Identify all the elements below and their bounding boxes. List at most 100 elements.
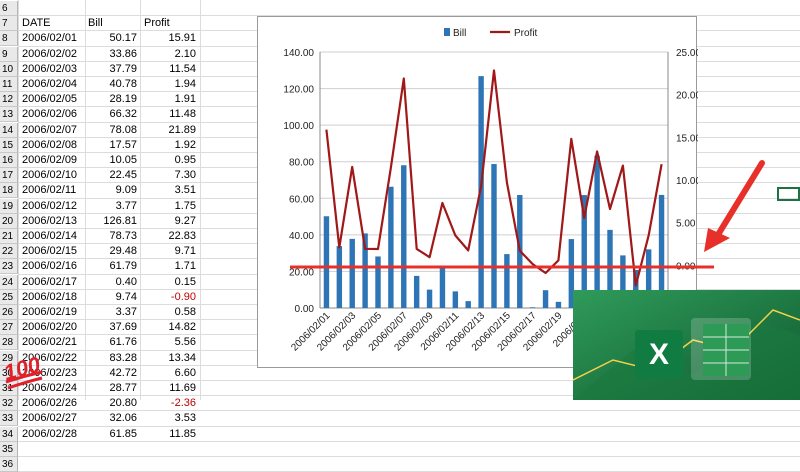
profit-cell[interactable]: 15.91 <box>168 32 196 45</box>
profit-cell[interactable]: 2.10 <box>174 47 196 60</box>
bill-cell[interactable]: 17.57 <box>109 138 137 151</box>
profit-cell[interactable]: 1.94 <box>174 78 196 90</box>
bill-cell[interactable]: 40.78 <box>109 78 137 90</box>
date-cell[interactable]: 2006/02/12 <box>22 199 78 212</box>
date-cell[interactable]: 2006/02/22 <box>22 351 78 364</box>
date-cell[interactable]: 2006/02/17 <box>22 275 78 288</box>
header-profit[interactable]: Profit <box>144 17 170 30</box>
bill-cell[interactable]: 61.79 <box>109 260 137 273</box>
bill-cell[interactable]: 20.80 <box>109 397 137 410</box>
date-cell[interactable]: 2006/02/23 <box>22 366 78 379</box>
profit-cell[interactable]: 0.58 <box>174 306 196 318</box>
profit-cell[interactable]: 21.89 <box>168 123 196 136</box>
bill-cell[interactable]: 33.86 <box>109 47 137 60</box>
bill-cell[interactable]: 32.06 <box>109 412 137 425</box>
profit-cell[interactable]: 22.83 <box>168 230 196 242</box>
date-cell[interactable]: 2006/02/20 <box>22 321 78 334</box>
row-number[interactable]: 32 <box>0 396 18 412</box>
date-cell[interactable]: 2006/02/14 <box>22 230 78 242</box>
profit-cell[interactable]: 1.91 <box>174 93 196 106</box>
row-number[interactable]: 35 <box>0 441 18 457</box>
bill-cell[interactable]: 37.79 <box>109 62 137 75</box>
row-number[interactable]: 27 <box>0 320 18 336</box>
date-cell[interactable]: 2006/02/01 <box>22 32 78 45</box>
bill-cell[interactable]: 3.77 <box>115 199 137 212</box>
row-number[interactable]: 7 <box>0 16 18 32</box>
profit-cell[interactable]: 1.75 <box>174 199 196 212</box>
row-number[interactable]: 12 <box>0 92 18 108</box>
bill-cell[interactable]: 0.40 <box>115 275 137 288</box>
bill-cell[interactable]: 126.81 <box>103 214 137 227</box>
date-cell[interactable]: 2006/02/05 <box>22 93 78 106</box>
row-number[interactable]: 21 <box>0 229 18 244</box>
profit-cell[interactable]: 1.71 <box>174 260 196 273</box>
date-cell[interactable]: 2006/02/24 <box>22 382 78 394</box>
row-number[interactable]: 6 <box>0 1 18 16</box>
row-number[interactable]: 15 <box>0 137 18 153</box>
row-number[interactable]: 17 <box>0 168 18 184</box>
selected-cell[interactable] <box>777 187 800 201</box>
profit-cell[interactable]: 0.95 <box>174 154 196 166</box>
profit-cell[interactable]: 11.54 <box>169 62 196 75</box>
date-cell[interactable]: 2006/02/09 <box>22 154 78 166</box>
bill-cell[interactable]: 28.77 <box>109 382 137 394</box>
date-cell[interactable]: 2006/02/07 <box>22 123 78 136</box>
date-cell[interactable]: 2006/02/16 <box>22 260 78 273</box>
row-number[interactable]: 25 <box>0 289 18 305</box>
date-cell[interactable]: 2006/02/02 <box>22 47 78 60</box>
date-cell[interactable]: 2006/02/03 <box>22 62 78 75</box>
bill-cell[interactable]: 22.45 <box>109 169 137 182</box>
date-cell[interactable]: 2006/02/06 <box>22 108 78 121</box>
row-number[interactable]: 11 <box>0 77 18 92</box>
bill-cell[interactable]: 50.17 <box>109 32 137 45</box>
profit-cell[interactable]: 0.15 <box>174 275 196 288</box>
row-number[interactable]: 14 <box>0 122 18 138</box>
bill-cell[interactable]: 37.69 <box>109 321 137 334</box>
row-number[interactable]: 16 <box>0 153 18 168</box>
row-number[interactable]: 33 <box>0 411 18 427</box>
date-cell[interactable]: 2006/02/28 <box>22 427 78 440</box>
profit-cell[interactable]: 11.69 <box>169 382 196 394</box>
bill-cell[interactable]: 42.72 <box>109 366 137 379</box>
row-number[interactable]: 24 <box>0 274 18 290</box>
profit-cell[interactable]: 7.30 <box>174 169 196 182</box>
header-date[interactable]: DATE <box>22 17 51 30</box>
profit-cell[interactable]: 3.51 <box>174 184 196 197</box>
date-cell[interactable]: 2006/02/04 <box>22 78 78 90</box>
date-cell[interactable]: 2006/02/26 <box>22 397 78 410</box>
row-number[interactable]: 22 <box>0 244 18 260</box>
row-number[interactable]: 34 <box>0 426 18 442</box>
bill-cell[interactable]: 3.37 <box>115 306 137 318</box>
row-number[interactable]: 28 <box>0 335 18 351</box>
row-number[interactable]: 36 <box>0 457 18 472</box>
profit-cell[interactable]: 11.85 <box>169 427 196 440</box>
date-cell[interactable]: 2006/02/08 <box>22 138 78 151</box>
bill-cell[interactable]: 10.05 <box>109 154 137 166</box>
profit-cell[interactable]: -0.90 <box>170 290 196 303</box>
profit-cell[interactable]: 1.92 <box>174 138 196 151</box>
profit-cell[interactable]: 11.48 <box>169 108 196 121</box>
bill-cell[interactable]: 61.85 <box>109 427 137 440</box>
bill-cell[interactable]: 61.76 <box>109 336 137 349</box>
date-cell[interactable]: 2006/02/18 <box>22 290 78 303</box>
bill-cell[interactable]: 28.19 <box>109 93 137 106</box>
row-number[interactable]: 19 <box>0 198 18 214</box>
profit-cell[interactable]: 9.71 <box>174 245 196 258</box>
row-number[interactable]: 10 <box>0 61 18 77</box>
row-number[interactable]: 18 <box>0 183 18 199</box>
bill-cell[interactable]: 9.09 <box>115 184 137 197</box>
date-cell[interactable]: 2006/02/15 <box>22 245 78 258</box>
date-cell[interactable]: 2006/02/11 <box>22 184 77 197</box>
profit-cell[interactable]: 6.60 <box>174 366 196 379</box>
bill-cell[interactable]: 78.08 <box>109 123 137 136</box>
bill-cell[interactable]: 29.48 <box>109 245 137 258</box>
profit-cell[interactable]: 9.27 <box>174 214 196 227</box>
row-number[interactable]: 13 <box>0 107 18 123</box>
date-cell[interactable]: 2006/02/13 <box>22 214 78 227</box>
profit-cell[interactable]: -2.36 <box>170 397 196 410</box>
date-cell[interactable]: 2006/02/19 <box>22 306 78 318</box>
profit-cell[interactable]: 13.34 <box>168 351 196 364</box>
date-cell[interactable]: 2006/02/27 <box>22 412 78 425</box>
profit-cell[interactable]: 14.82 <box>168 321 196 334</box>
row-number[interactable]: 20 <box>0 213 18 229</box>
